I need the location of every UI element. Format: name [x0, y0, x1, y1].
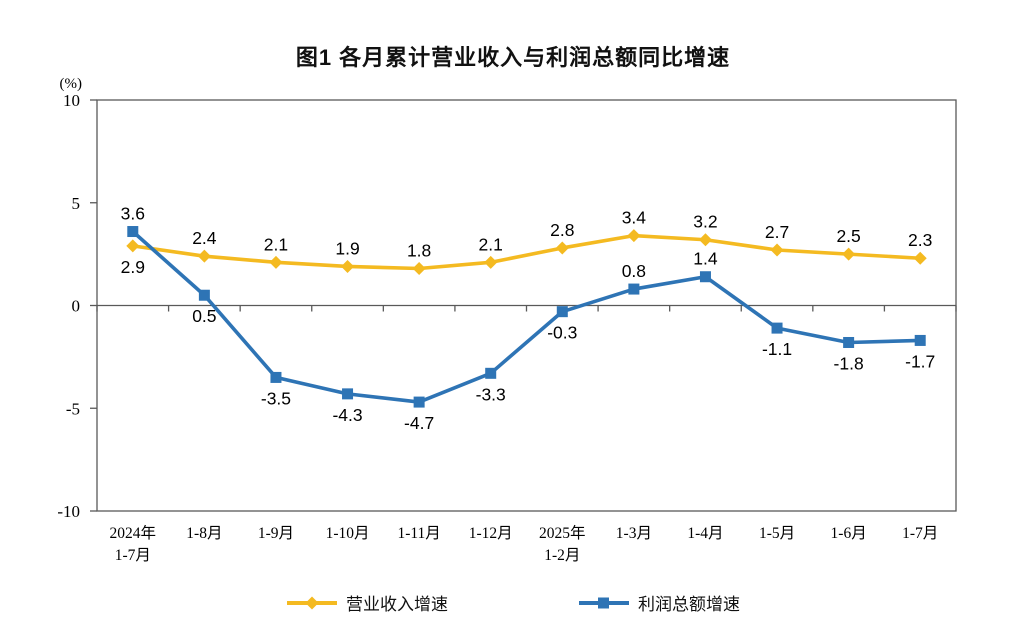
data-point-label: 3.2 [693, 212, 717, 232]
y-axis-tick-label: 0 [72, 297, 81, 316]
x-axis-category-label: 1-2月 [544, 547, 580, 564]
data-point-marker [485, 367, 497, 379]
profit-series-line [130, 229, 923, 404]
data-point-label: -0.3 [547, 323, 577, 343]
data-point-label: 1.8 [407, 241, 431, 261]
x-axis-category-label: 1-4月 [687, 525, 723, 542]
revenue-series-line [130, 233, 923, 271]
data-point-marker [842, 247, 856, 261]
data-point-marker [556, 306, 568, 318]
data-point-marker [555, 241, 569, 255]
y-axis-tick-label: 10 [63, 91, 80, 110]
data-point-marker [198, 289, 210, 301]
data-point-marker [269, 255, 283, 269]
data-point-label: 2.5 [836, 226, 860, 246]
data-point-marker [914, 334, 926, 346]
data-point-marker [628, 283, 640, 295]
data-point-label: 2.8 [550, 220, 574, 240]
data-point-marker [770, 243, 784, 257]
y-axis-unit-label: (%) [60, 76, 83, 92]
legend-label-profit: 利润总额增速 [638, 595, 740, 614]
data-point-label: -1.7 [905, 351, 935, 371]
data-point-marker [127, 226, 139, 238]
data-point-label: 2.9 [121, 257, 145, 277]
x-axis-category-label: 1-6月 [831, 525, 867, 542]
x-axis-category-label: 1-7月 [115, 547, 151, 564]
data-point-marker [270, 371, 282, 383]
data-point-label: 3.4 [622, 208, 647, 228]
x-axis-category-label: 1-3月 [616, 525, 652, 542]
chart-title: 图1 各月累计营业收入与利润总额同比增速 [295, 45, 731, 70]
legend-item-profit: 利润总额增速 [578, 590, 740, 615]
legend-item-revenue: 营业收入增速 [286, 590, 448, 615]
x-axis-category-label: 1-10月 [326, 525, 370, 542]
chart-legend: 营业收入增速 利润总额增速 [0, 590, 1026, 615]
x-axis-category-label: 1-9月 [258, 525, 294, 542]
data-point-marker [699, 271, 711, 283]
data-point-marker [413, 396, 425, 408]
x-axis-category-label: 1-5月 [759, 525, 795, 542]
data-point-marker [341, 259, 355, 273]
data-point-label: 2.3 [908, 230, 932, 250]
data-point-label: -1.8 [834, 353, 864, 373]
data-point-marker [197, 249, 211, 263]
y-axis-tick-label: -10 [57, 502, 80, 521]
data-point-label: 1.9 [335, 238, 359, 258]
data-point-label: -4.7 [404, 413, 434, 433]
data-point-label: 0.5 [192, 306, 216, 326]
data-point-marker [342, 388, 354, 400]
x-axis-category-label: 1-7月 [902, 525, 938, 542]
x-axis-category-label: 2024年 [110, 524, 157, 542]
y-axis-tick-label: -5 [66, 399, 80, 418]
data-point-label: 1.4 [693, 249, 718, 269]
data-point-marker [126, 239, 140, 253]
data-point-label: 3.6 [121, 204, 145, 224]
data-point-marker [484, 255, 498, 269]
data-point-label: -4.3 [332, 405, 362, 425]
x-axis-category-label: 1-8月 [186, 525, 222, 542]
data-point-marker [843, 336, 855, 348]
data-point-label: 2.4 [192, 228, 217, 248]
y-axis-tick-label: 5 [72, 194, 81, 213]
data-point-marker [412, 262, 426, 276]
x-axis-category-label: 1-11月 [397, 525, 440, 542]
data-point-label: -3.5 [261, 388, 291, 408]
data-point-marker [771, 322, 783, 334]
data-point-label: 2.1 [479, 234, 503, 254]
line-chart-canvas: 10 5 0 -5 -10 (%) 2024年 1-7月 1-8月 1-9月 1-10月 1-11月 1… [57, 76, 957, 564]
data-point-marker [698, 233, 712, 247]
x-axis-category-label: 1-12月 [469, 525, 513, 542]
data-point-label: -3.3 [476, 384, 506, 404]
x-axis-category-label: 2025年 [539, 524, 586, 542]
data-point-marker [627, 229, 641, 243]
data-point-label: -1.1 [762, 339, 792, 359]
data-point-label: 2.1 [264, 234, 288, 254]
data-point-marker [913, 251, 927, 265]
profit-legend-marker-icon [579, 597, 629, 608]
legend-label-revenue: 营业收入增速 [346, 595, 448, 614]
data-point-label: 0.8 [622, 261, 646, 281]
data-point-label: 2.7 [765, 222, 789, 242]
revenue-legend-marker-icon [287, 596, 337, 609]
